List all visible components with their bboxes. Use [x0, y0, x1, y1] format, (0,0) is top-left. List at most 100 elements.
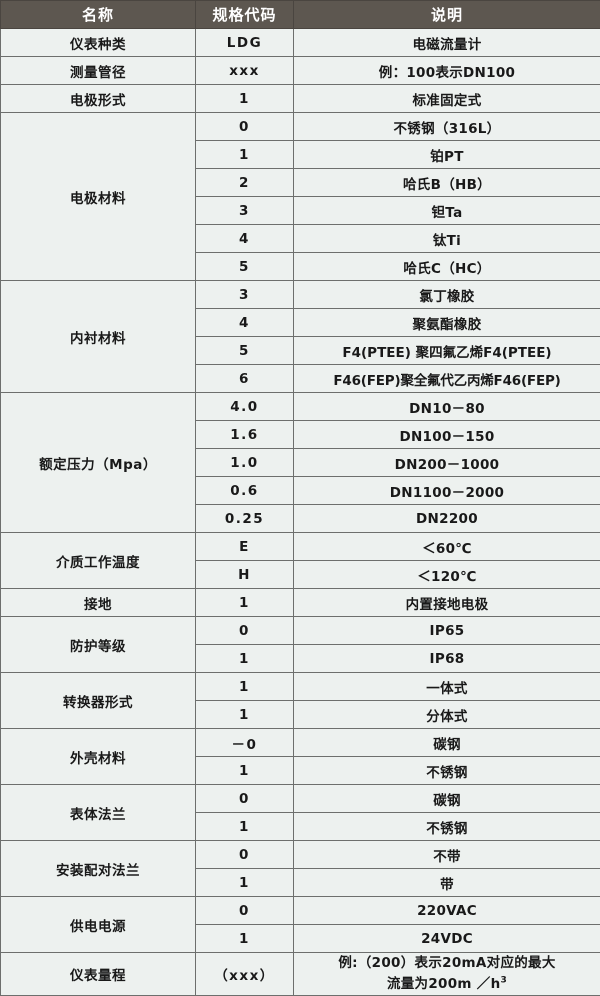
- row-name-cell: 仪表量程: [1, 953, 196, 996]
- desc-line-1: 例:（200）表示20mA对应的最大: [296, 953, 598, 974]
- row-desc-cell: 碳钢: [294, 729, 600, 757]
- row-code-cell: （xxx）: [196, 953, 294, 996]
- row-code-cell: 0.25: [196, 505, 294, 533]
- row-desc-cell: DN1100－2000: [294, 477, 600, 505]
- row-desc-cell: 标准固定式: [294, 85, 600, 113]
- row-desc-cell: 哈氏B（HB）: [294, 169, 600, 197]
- row-code-cell: 4: [196, 225, 294, 253]
- row-desc-cell: IP68: [294, 645, 600, 673]
- row-desc-cell: 24VDC: [294, 925, 600, 953]
- row-code-cell: 3: [196, 281, 294, 309]
- row-code-cell: 1: [196, 85, 294, 113]
- row-code-cell: 5: [196, 337, 294, 365]
- desc-superscript: 3: [501, 975, 508, 985]
- row-desc-cell: 不锈钢: [294, 757, 600, 785]
- row-code-cell: 1: [196, 701, 294, 729]
- row-name-cell: 测量管径: [1, 57, 196, 85]
- row-code-cell: 1: [196, 645, 294, 673]
- row-code-cell: 1: [196, 813, 294, 841]
- header-row: 名称 规格代码 说明: [1, 1, 600, 29]
- row-desc-cell: 哈氏C（HC）: [294, 253, 600, 281]
- row-desc-cell: ＜60℃: [294, 533, 600, 561]
- row-name-cell: 外壳材料: [1, 729, 196, 785]
- row-code-cell: 2: [196, 169, 294, 197]
- row-name-cell: 内衬材料: [1, 281, 196, 393]
- row-desc-cell: 例:（200）表示20mA对应的最大流量为200m ／h3: [294, 953, 600, 996]
- row-desc-cell: DN2200: [294, 505, 600, 533]
- row-desc-cell: 聚氨酯橡胶: [294, 309, 600, 337]
- row-code-cell: E: [196, 533, 294, 561]
- header-cell-desc: 说明: [294, 1, 600, 29]
- row-code-cell: 0: [196, 113, 294, 141]
- row-desc-cell: 氯丁橡胶: [294, 281, 600, 309]
- row-desc-cell: 不带: [294, 841, 600, 869]
- row-code-cell: 6: [196, 365, 294, 393]
- header-cell-name: 名称: [1, 1, 196, 29]
- row-code-cell: xxx: [196, 57, 294, 85]
- row-desc-cell: DN10－80: [294, 393, 600, 421]
- row-desc-cell: 不锈钢（316L）: [294, 113, 600, 141]
- row-code-cell: 0: [196, 785, 294, 813]
- row-desc-cell: 电磁流量计: [294, 29, 600, 57]
- row-desc-cell: F46(FEP)聚全氟代乙丙烯F46(FEP): [294, 365, 600, 393]
- row-code-cell: LDG: [196, 29, 294, 57]
- row-desc-cell: 带: [294, 869, 600, 897]
- row-code-cell: 1: [196, 141, 294, 169]
- row-code-cell: 0: [196, 897, 294, 925]
- row-code-cell: 0.6: [196, 477, 294, 505]
- row-desc-cell: 碳钢: [294, 785, 600, 813]
- row-code-cell: 1.6: [196, 421, 294, 449]
- row-code-cell: 1: [196, 757, 294, 785]
- row-code-cell: －0: [196, 729, 294, 757]
- row-code-cell: 1: [196, 673, 294, 701]
- row-code-cell: 3: [196, 197, 294, 225]
- table-row: 仪表量程（xxx）例:（200）表示20mA对应的最大流量为200m ／h3: [1, 953, 600, 996]
- table-header: 名称 规格代码 说明: [1, 1, 600, 29]
- row-desc-cell: IP65: [294, 617, 600, 645]
- row-desc-cell: 一体式: [294, 673, 600, 701]
- desc-line-2: 流量为200m ／h3: [296, 974, 598, 995]
- row-name-cell: 转换器形式: [1, 673, 196, 729]
- row-desc-cell: 内置接地电极: [294, 589, 600, 617]
- row-desc-cell: 钛Ti: [294, 225, 600, 253]
- row-code-cell: 0: [196, 617, 294, 645]
- row-name-cell: 接地: [1, 589, 196, 617]
- row-code-cell: 1: [196, 869, 294, 897]
- row-name-cell: 电极形式: [1, 85, 196, 113]
- row-code-cell: 1.0: [196, 449, 294, 477]
- row-desc-cell: ＜120℃: [294, 561, 600, 589]
- row-code-cell: 4.0: [196, 393, 294, 421]
- row-desc-cell: 不锈钢: [294, 813, 600, 841]
- row-code-cell: 4: [196, 309, 294, 337]
- row-name-cell: 安装配对法兰: [1, 841, 196, 897]
- row-name-cell: 介质工作温度: [1, 533, 196, 589]
- header-cell-code: 规格代码: [196, 1, 294, 29]
- row-desc-cell: DN200－1000: [294, 449, 600, 477]
- row-code-cell: 1: [196, 925, 294, 953]
- row-name-cell: 电极材料: [1, 113, 196, 281]
- row-desc-cell: DN100－150: [294, 421, 600, 449]
- row-name-cell: 供电电源: [1, 897, 196, 953]
- row-desc-cell: 220VAC: [294, 897, 600, 925]
- row-code-cell: H: [196, 561, 294, 589]
- row-desc-cell: 铂PT: [294, 141, 600, 169]
- row-name-cell: 额定压力（Mpa）: [1, 393, 196, 533]
- row-name-cell: 防护等级: [1, 617, 196, 673]
- row-code-cell: 1: [196, 589, 294, 617]
- row-name-cell: 表体法兰: [1, 785, 196, 841]
